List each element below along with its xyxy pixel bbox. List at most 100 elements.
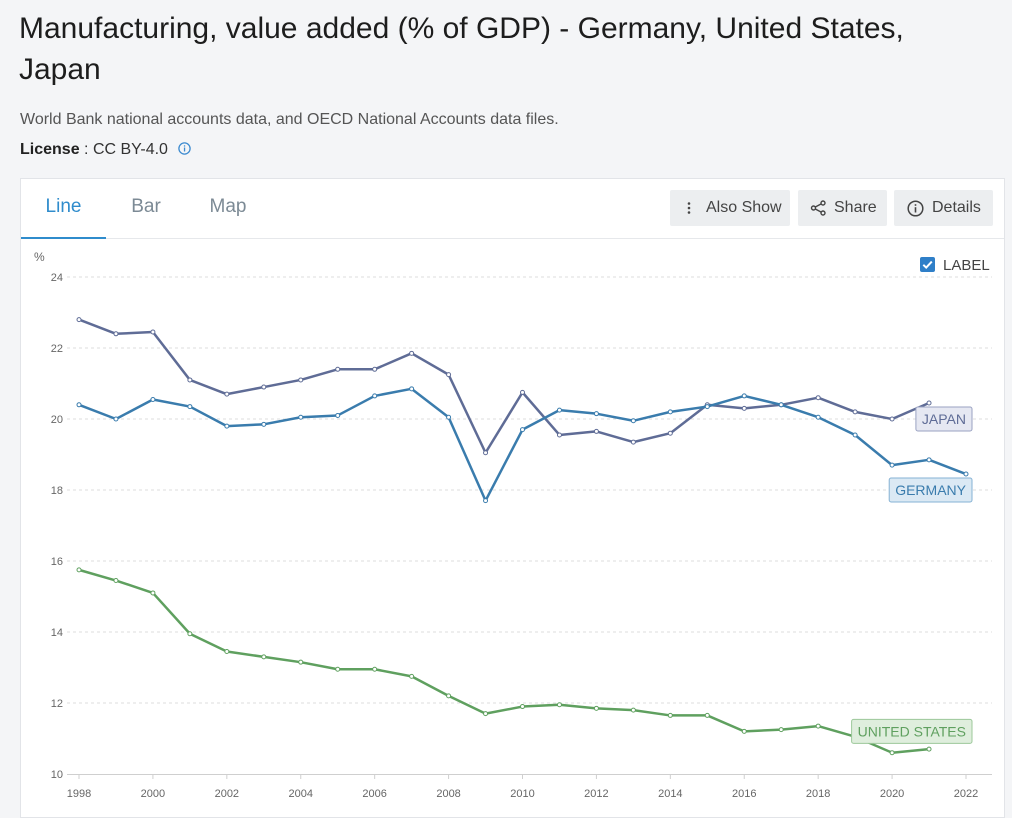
y-tick-label: 14 [51, 627, 63, 639]
data-point-germany [409, 386, 415, 392]
y-tick-label: 12 [51, 698, 63, 710]
data-point-japan [483, 450, 489, 456]
info-icon[interactable] [178, 141, 192, 155]
x-tick-label: 2020 [880, 788, 904, 800]
share-button[interactable]: Share [798, 190, 887, 226]
data-point-germany [372, 393, 378, 399]
data-point-united-states [298, 659, 304, 665]
data-point-united-states [778, 727, 784, 733]
series-end-label-box [851, 718, 973, 744]
x-tick-label: 2022 [954, 788, 978, 800]
x-tick-label: 2010 [510, 788, 534, 800]
data-point-united-states [150, 590, 156, 596]
details-button[interactable]: Details [894, 190, 993, 226]
data-point-japan [76, 317, 82, 323]
data-point-japan [261, 384, 267, 390]
data-point-japan [926, 400, 932, 406]
data-point-germany [335, 412, 341, 418]
data-point-japan [889, 416, 895, 422]
data-point-japan [741, 405, 747, 411]
data-point-japan [852, 409, 858, 415]
series-end-label: UNITED STATES [858, 723, 966, 739]
data-point-germany [593, 411, 599, 417]
data-point-japan [298, 377, 304, 383]
tab-line[interactable]: Line [21, 179, 106, 239]
x-tick-label: 2012 [584, 788, 608, 800]
data-point-germany [187, 404, 193, 410]
data-point-japan [520, 389, 525, 395]
series-end-label-box [915, 406, 973, 432]
data-point-united-states [335, 666, 341, 672]
label-toggle-text: LABEL [943, 257, 990, 274]
data-point-germany [150, 396, 156, 402]
data-point-germany [520, 427, 525, 433]
data-point-united-states [520, 704, 525, 710]
x-tick-label: 2000 [141, 788, 165, 800]
data-point-united-states [446, 693, 452, 699]
data-point-united-states [741, 728, 747, 734]
data-point-united-states [926, 746, 932, 752]
data-point-japan [372, 366, 378, 372]
x-tick-label: 2016 [732, 788, 756, 800]
x-tick-label: 2006 [362, 788, 386, 800]
data-point-united-states [630, 707, 636, 713]
data-point-japan [815, 395, 821, 401]
data-point-germany [446, 414, 452, 420]
more-vertical-icon [687, 202, 691, 214]
data-point-japan [556, 432, 562, 438]
license-value: CC BY-4.0 [92, 141, 168, 158]
data-point-japan [113, 331, 119, 337]
series-line-germany [78, 387, 967, 502]
y-tick-label: 10 [51, 769, 63, 781]
data-point-japan [187, 377, 193, 383]
page-title: Manufacturing, value added (% of GDP) - … [19, 12, 904, 86]
data-point-germany [778, 402, 784, 408]
data-point-united-states [261, 654, 267, 660]
data-point-united-states [187, 631, 193, 637]
series-end-label-box [888, 477, 973, 503]
x-tick-label: 2002 [215, 788, 239, 800]
license-separator: : [79, 141, 93, 158]
data-point-germany [852, 432, 858, 438]
x-tick-label: 2014 [658, 788, 682, 800]
data-point-germany [704, 404, 710, 410]
data-point-united-states [483, 711, 489, 717]
data-point-united-states [667, 712, 673, 718]
y-tick-label: 18 [51, 485, 63, 497]
data-point-united-states [704, 712, 710, 718]
data-point-germany [483, 498, 489, 504]
data-point-united-states [409, 673, 415, 679]
data-point-germany [926, 457, 932, 463]
info-circle-icon [907, 200, 924, 217]
data-point-germany [261, 421, 267, 427]
license-label: License [20, 141, 80, 158]
y-tick-label: 22 [51, 343, 63, 355]
data-point-germany [113, 416, 119, 422]
tab-bar[interactable]: Bar [131, 196, 161, 217]
data-point-germany [298, 414, 304, 420]
data-point-japan [150, 329, 156, 335]
x-tick-label: 2018 [806, 788, 830, 800]
data-point-united-states [556, 702, 562, 708]
data-point-germany [815, 414, 821, 420]
data-point-japan [224, 391, 230, 397]
series-end-label: JAPAN [922, 411, 966, 427]
tab-map[interactable]: Map [209, 196, 247, 217]
data-point-united-states [593, 705, 599, 711]
series-line-united-states [78, 568, 930, 754]
checkbox-checked-icon[interactable] [920, 257, 935, 272]
y-tick-label: 24 [51, 272, 63, 284]
data-point-germany [667, 409, 673, 415]
chart-tabs: Line Bar Map Also Show Share Details [21, 179, 1004, 239]
y-tick-label: 16 [51, 556, 63, 568]
details-label: Details [932, 199, 981, 216]
also-show-button[interactable]: Also Show [670, 190, 790, 226]
data-point-japan [593, 428, 599, 434]
series-end-label: GERMANY [895, 482, 966, 498]
data-point-japan [667, 430, 673, 436]
license-line: License : CC BY-4.0 [20, 140, 192, 160]
share-icon [810, 200, 826, 216]
y-axis-unit-label: % [34, 250, 45, 264]
also-show-label: Also Show [706, 199, 782, 216]
